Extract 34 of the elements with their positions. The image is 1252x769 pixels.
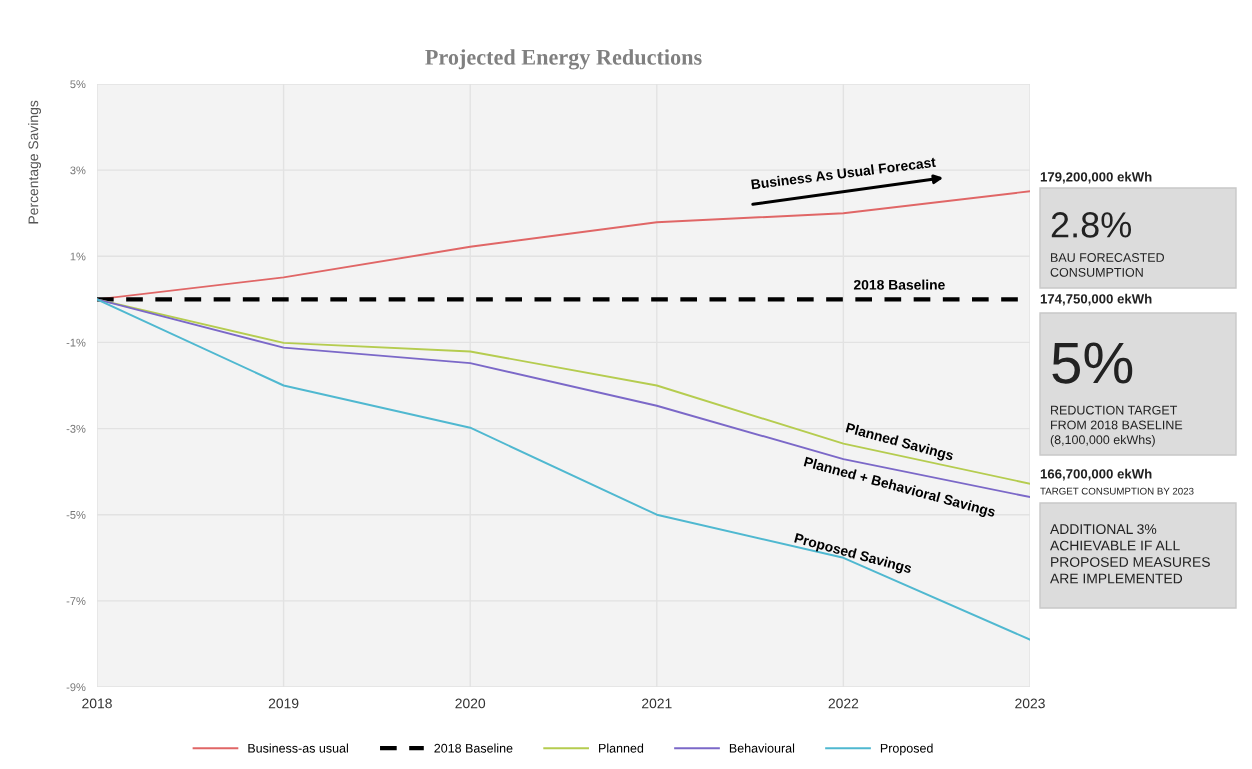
line-series xyxy=(97,298,1030,641)
legend-label: Proposed xyxy=(880,743,933,756)
chart-title: Projected Energy Reductions xyxy=(425,49,702,70)
text: ADDITIONAL 3% ACHIEVABLE IF ALL PROPOSED MEASURES ARE IMPLEMENTED xyxy=(1050,524,1210,584)
x-tick-label: 2020 xyxy=(455,698,486,709)
x-tick-label: 2018 xyxy=(82,698,112,709)
text: 5% xyxy=(1052,342,1133,384)
y-tick-label: 1% xyxy=(70,252,86,261)
y-tick-label: 5% xyxy=(70,80,86,89)
legend-label: 2018 Baseline xyxy=(434,743,513,753)
x-tick-label: 2019 xyxy=(268,698,299,709)
y-axis-title: Percentage Savings xyxy=(28,100,42,224)
y-tick-label: -9% xyxy=(66,683,86,692)
y-tick-label: -1% xyxy=(66,338,86,347)
legend-label: Planned xyxy=(599,743,644,753)
x-tick-label: 2023 xyxy=(1015,698,1045,709)
annotation: Business As Usual Forecast xyxy=(751,156,937,190)
annotation: Planned Savings xyxy=(844,422,955,464)
x-tick-label: 2021 xyxy=(642,698,672,709)
text: BAU FORECASTED CONSUMPTION xyxy=(1050,253,1164,277)
text: TARGET CONSUMPTION BY 2023 xyxy=(1040,487,1194,495)
annotation: 2018 Baseline xyxy=(853,279,945,290)
text: 179,200,000 ekWh xyxy=(1040,171,1152,184)
text: 166,700,000 ekWh xyxy=(1040,468,1152,481)
text: 174,750,000 ekWh xyxy=(1040,293,1152,306)
y-tick-label: -5% xyxy=(66,511,86,519)
y-tick-label: -7% xyxy=(66,597,86,605)
legend-label: Behavioural xyxy=(729,743,795,753)
y-tick-label: -3% xyxy=(66,424,86,433)
legend-label: Business-as usual xyxy=(248,743,348,753)
y-tick-label: 3% xyxy=(70,166,86,175)
x-tick-label: 2022 xyxy=(828,698,859,709)
text: 2.8% xyxy=(1051,212,1132,238)
text: REDUCTION TARGET FROM 2018 BASELINE (8,100,000 ekWhs) xyxy=(1050,405,1183,447)
